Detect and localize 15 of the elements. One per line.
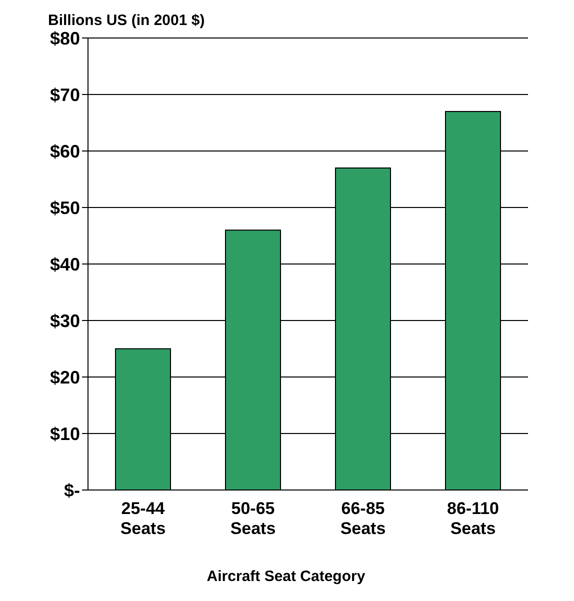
- x-tick-label: 86-110 Seats: [447, 499, 499, 538]
- y-tick-label: $80: [50, 28, 80, 48]
- y-tick-label: $20: [50, 367, 80, 388]
- y-tick-label: $10: [50, 424, 80, 444]
- y-tick-label: $70: [50, 84, 80, 105]
- y-tick-label: $50: [50, 198, 80, 218]
- y-tick-label: $30: [50, 310, 80, 331]
- x-axis-title: Aircraft Seat Category: [206, 568, 366, 585]
- x-tick-label: 66-85 Seats: [340, 499, 386, 538]
- y-axis-title: Billions US (in 2001 $): [48, 12, 205, 29]
- y-tick-label: $-: [64, 480, 80, 500]
- y-tick-label: $40: [50, 254, 80, 274]
- x-tick-label: 50-65 Seats: [230, 499, 276, 538]
- x-tick-label: 25-44 Seats: [120, 499, 166, 538]
- y-tick-label: $60: [50, 141, 80, 162]
